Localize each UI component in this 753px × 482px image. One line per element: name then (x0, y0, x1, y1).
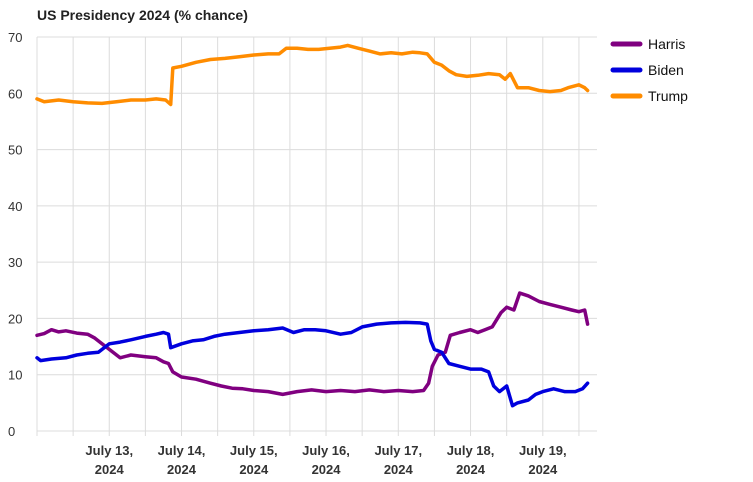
x-tick-label: July 13, (85, 443, 133, 458)
x-tick-label-year: 2024 (528, 462, 558, 477)
x-tick-label-year: 2024 (456, 462, 486, 477)
x-tick-label-year: 2024 (239, 462, 269, 477)
y-tick-label: 50 (8, 143, 22, 158)
x-tick-label: July 16, (302, 443, 350, 458)
legend-label-trump: Trump (648, 88, 688, 104)
series-line-trump (35, 43, 590, 107)
y-tick-label: 20 (8, 311, 22, 326)
y-tick-label: 10 (8, 368, 22, 383)
x-tick-label: July 15, (230, 443, 278, 458)
y-axis: 0 10 20 30 40 50 60 70 (8, 30, 22, 439)
y-tick-label: 30 (8, 255, 22, 270)
legend: Harris Biden Trump (610, 36, 688, 104)
y-tick-label: 60 (8, 86, 22, 101)
x-tick-label-year: 2024 (312, 462, 342, 477)
y-tick-label: 70 (8, 30, 22, 45)
x-tick-label: July 14, (158, 443, 206, 458)
x-tick-label: July 19, (519, 443, 567, 458)
series-line-biden (35, 320, 590, 408)
chart-title: US Presidency 2024 (% chance) (37, 7, 248, 23)
y-tick-label: 40 (8, 199, 22, 214)
plot-area (35, 43, 590, 408)
legend-label-biden: Biden (648, 62, 684, 78)
x-tick-label: July 17, (374, 443, 422, 458)
legend-label-harris: Harris (648, 36, 685, 52)
x-axis: July 13, 2024 July 14, 2024 July 15, 2024 July… (85, 443, 566, 477)
x-tick-label-year: 2024 (384, 462, 414, 477)
series-line-harris (35, 291, 590, 397)
x-tick-label-year: 2024 (167, 462, 197, 477)
x-tick-label-year: 2024 (95, 462, 125, 477)
grid (36, 36, 597, 436)
y-tick-label: 0 (8, 424, 15, 439)
x-tick-label: July 18, (447, 443, 495, 458)
